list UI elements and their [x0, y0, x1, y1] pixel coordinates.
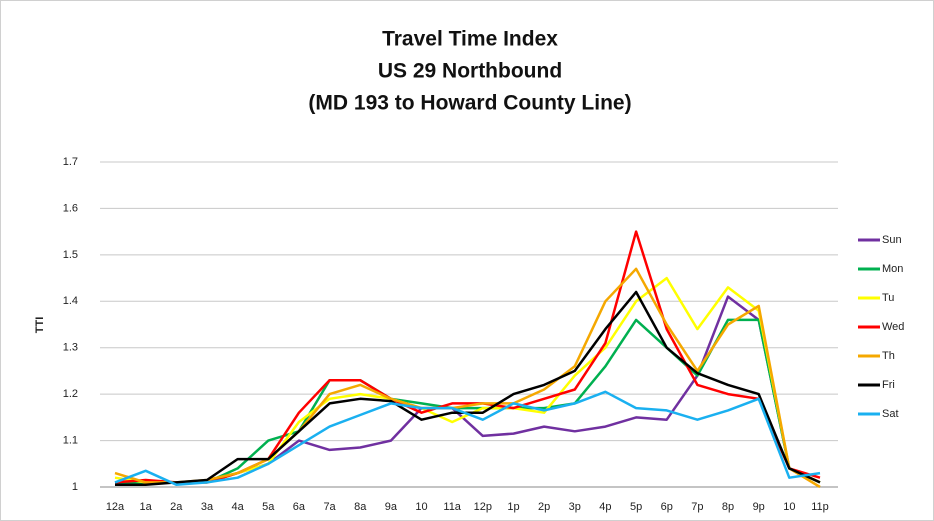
x-tick-label: 5p [630, 501, 642, 513]
y-tick-label: 1.5 [63, 249, 78, 261]
legend-label: Mon [882, 263, 903, 275]
x-tick-label: 2p [538, 501, 550, 513]
x-tick-label: 1a [140, 501, 153, 513]
chart-title: US 29 Northbound [378, 60, 562, 83]
series-line [114, 267, 821, 489]
x-tick-label: 10 [783, 501, 795, 513]
chart-title: (MD 193 to Howard County Line) [308, 92, 631, 115]
x-tick-label: 7p [691, 501, 703, 513]
x-tick-label: 4a [231, 501, 244, 513]
x-tick-label: 4p [599, 501, 611, 513]
x-tick-label: 9a [385, 501, 398, 513]
legend-label: Sun [882, 234, 902, 246]
x-tick-label: 2a [170, 501, 183, 513]
x-tick-label: 1p [507, 501, 519, 513]
x-tick-label: 11p [811, 501, 829, 513]
x-tick-label: 12a [106, 501, 125, 513]
y-tick-label: 1.7 [63, 156, 78, 168]
x-tick-label: 12p [474, 501, 492, 513]
series-line [115, 318, 821, 484]
x-tick-label: 6a [293, 501, 306, 513]
y-tick-label: 1.3 [63, 342, 78, 354]
y-tick-label: 1.6 [63, 202, 78, 214]
chart-title: Travel Time Index [382, 28, 558, 51]
x-tick-label: 3p [569, 501, 581, 513]
x-tick-label: 5a [262, 501, 275, 513]
x-tick-label: 9p [753, 501, 765, 513]
legend-label: Sat [882, 408, 899, 420]
x-tick-label: 7a [323, 501, 336, 513]
x-tick-label: 6p [661, 501, 673, 513]
legend-label: Wed [882, 321, 904, 333]
y-tick-label: 1 [72, 481, 78, 493]
x-tick-label: 3a [201, 501, 214, 513]
legend-label: Tu [882, 292, 894, 304]
x-tick-label: 8a [354, 501, 367, 513]
x-tick-label: 10 [415, 501, 427, 513]
series-line [114, 390, 821, 486]
x-tick-label: 8p [722, 501, 734, 513]
y-axis-label: TTI [34, 317, 46, 334]
legend-label: Th [882, 350, 895, 362]
y-tick-label: 1.1 [63, 434, 78, 446]
x-tick-label: 11a [443, 501, 461, 513]
legend-label: Fri [882, 379, 895, 391]
y-tick-label: 1.4 [63, 295, 78, 307]
y-tick-label: 1.2 [63, 388, 78, 400]
